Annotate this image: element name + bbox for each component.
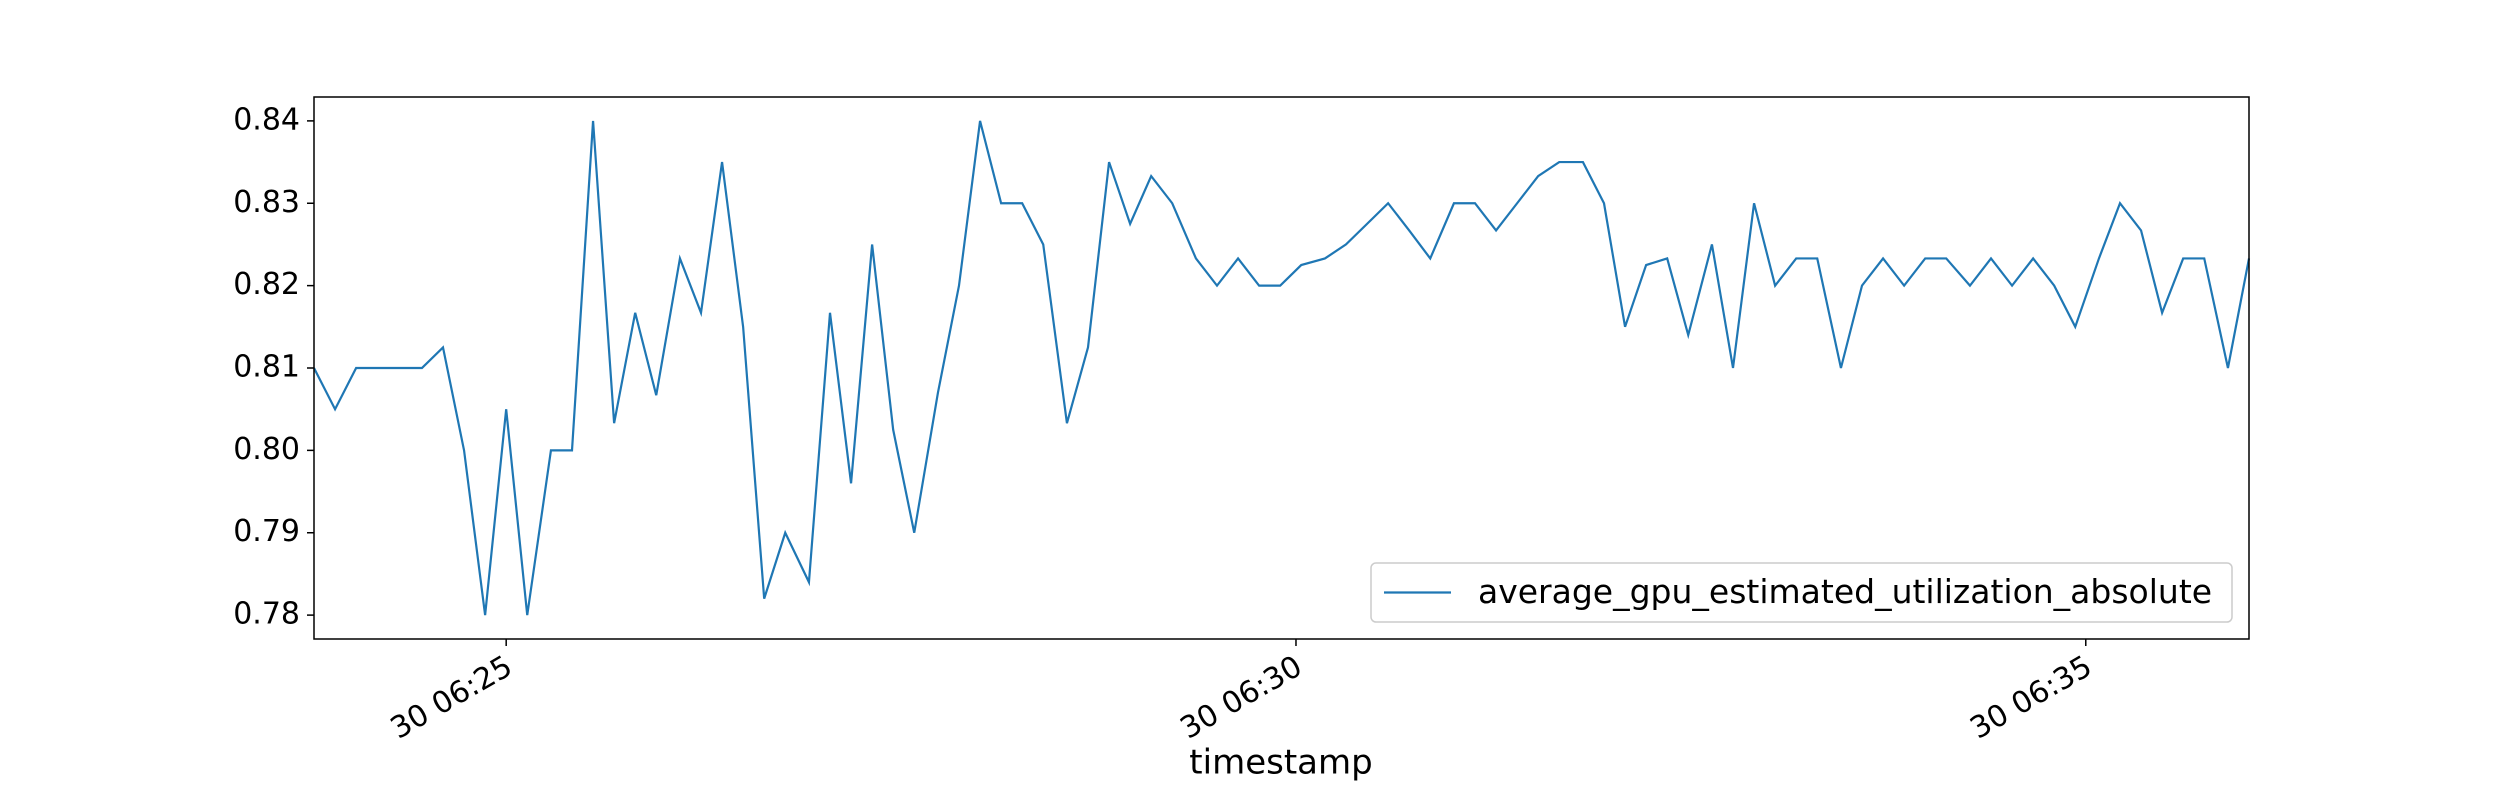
legend-label: average_gpu_estimated_utilization_absolu… xyxy=(1478,572,2212,611)
plot-frame xyxy=(313,96,2250,640)
y-tick-label: 0.83 xyxy=(233,185,300,220)
legend-box xyxy=(1370,562,2233,623)
y-tick-label: 0.80 xyxy=(233,432,300,467)
data-line xyxy=(313,120,2251,616)
y-tick-label: 0.78 xyxy=(233,597,300,632)
y-tick-label: 0.81 xyxy=(233,350,300,385)
x-axis-label: timestamp xyxy=(1189,743,1372,783)
y-tick-label: 0.82 xyxy=(233,267,300,302)
y-tick-label: 0.79 xyxy=(233,514,300,549)
y-tick-label: 0.84 xyxy=(233,102,300,137)
